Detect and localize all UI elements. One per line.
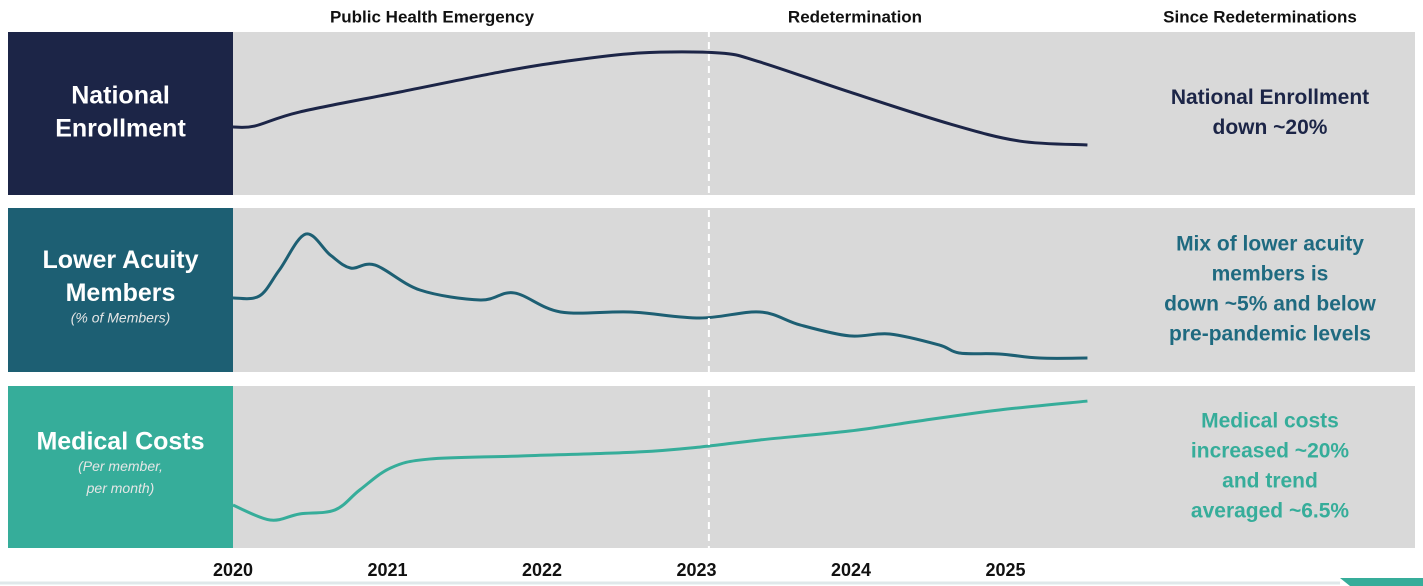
panel-annotation: pre-pandemic levels bbox=[1169, 323, 1371, 346]
x-tick-label: 2022 bbox=[522, 560, 562, 580]
panel-annotation: down ~5% and below bbox=[1164, 293, 1376, 316]
panel-label-box bbox=[8, 386, 233, 548]
panel-title: Lower Acuity bbox=[42, 246, 198, 274]
panel-title: National bbox=[71, 82, 170, 110]
panel-subtitle: (Per member, bbox=[78, 458, 163, 474]
panel-title: Members bbox=[66, 279, 176, 307]
panel-annotation: Medical costs bbox=[1201, 410, 1339, 433]
trend-line bbox=[232, 232, 1088, 360]
trend-line bbox=[232, 50, 1088, 147]
panel-annotation: National Enrollment bbox=[1171, 86, 1369, 109]
panel-label-box bbox=[8, 32, 233, 195]
footer-accent bbox=[1340, 578, 1423, 586]
panel-background bbox=[233, 386, 1415, 548]
panel-title: Medical Costs bbox=[36, 428, 204, 456]
panel-annotation: increased ~20% bbox=[1191, 440, 1350, 463]
x-tick-label: 2024 bbox=[831, 560, 871, 580]
panel-annotation: averaged ~6.5% bbox=[1191, 500, 1350, 523]
panel-annotation: and trend bbox=[1222, 470, 1318, 493]
phase-header: Since Redeterminations bbox=[1163, 7, 1357, 26]
phase-header: Redetermination bbox=[788, 7, 922, 26]
panel-background bbox=[233, 32, 1415, 195]
panel-background bbox=[233, 208, 1415, 372]
x-tick-label: 2021 bbox=[367, 560, 407, 580]
panel-annotation: members is bbox=[1212, 263, 1329, 286]
panel-subtitle: (% of Members) bbox=[71, 310, 171, 326]
phase-header: Public Health Emergency bbox=[330, 7, 535, 26]
panel-annotation: down ~20% bbox=[1213, 116, 1328, 139]
x-tick-label: 2020 bbox=[213, 560, 253, 580]
panel-annotation: Mix of lower acuity bbox=[1176, 233, 1364, 256]
panel-subtitle: per month) bbox=[86, 480, 155, 496]
trend-line bbox=[232, 399, 1088, 522]
panel-title: Enrollment bbox=[55, 115, 186, 143]
x-tick-label: 2023 bbox=[677, 560, 717, 580]
panel-label-box bbox=[8, 208, 233, 372]
x-tick-label: 2025 bbox=[986, 560, 1026, 580]
